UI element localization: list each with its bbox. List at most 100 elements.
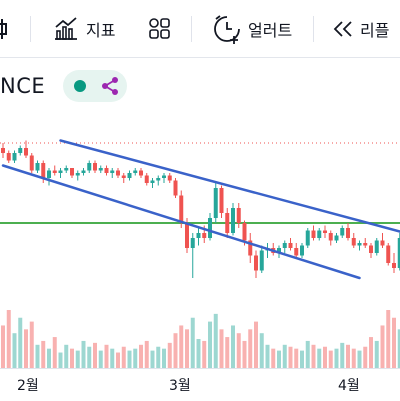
candle-body bbox=[70, 168, 74, 176]
bar-style-button[interactable] bbox=[0, 14, 12, 44]
volume-bar bbox=[306, 341, 310, 368]
volume-bar bbox=[30, 322, 34, 368]
volume-bar bbox=[277, 351, 281, 368]
candle-body bbox=[30, 156, 34, 171]
volume-bar bbox=[317, 349, 321, 368]
indicators-button[interactable]: 지표 bbox=[52, 14, 115, 44]
candle-body bbox=[53, 171, 57, 174]
volume-bar bbox=[335, 349, 339, 368]
volume-bar bbox=[76, 351, 80, 368]
volume-bar bbox=[122, 347, 126, 368]
volume-bar bbox=[162, 349, 166, 368]
volume-bar bbox=[53, 337, 57, 368]
symbol-name[interactable]: NCE bbox=[0, 74, 45, 98]
volume-bar bbox=[289, 347, 293, 368]
layout-button[interactable] bbox=[148, 14, 172, 44]
candle-body bbox=[59, 171, 63, 174]
candle-body bbox=[306, 231, 310, 246]
x-tick-label: 4월 bbox=[338, 375, 360, 395]
candle-body bbox=[392, 263, 396, 268]
candle-body bbox=[64, 168, 68, 171]
volume-bar bbox=[197, 339, 201, 368]
volume-bar bbox=[254, 322, 258, 368]
candle-body bbox=[93, 163, 97, 171]
volume-bar bbox=[283, 345, 287, 368]
candle-body bbox=[1, 148, 5, 153]
candle-body bbox=[214, 188, 218, 218]
volume-bar bbox=[191, 318, 195, 368]
candle-body bbox=[13, 153, 17, 161]
volume-bar bbox=[260, 333, 264, 368]
volume-bar bbox=[323, 347, 327, 368]
toolbar-separator bbox=[30, 16, 31, 42]
candle-body bbox=[116, 171, 120, 176]
candle-body bbox=[202, 233, 206, 238]
candle-body bbox=[18, 148, 22, 153]
candle-body bbox=[133, 171, 137, 174]
bar-style-icon bbox=[0, 15, 12, 43]
volume-bar bbox=[99, 351, 103, 368]
candle-body bbox=[168, 176, 172, 181]
volume-bar bbox=[248, 329, 252, 368]
trendline bbox=[3, 166, 360, 279]
volume-bar bbox=[231, 325, 235, 368]
replay-icon bbox=[332, 19, 354, 39]
price-chart[interactable] bbox=[0, 108, 400, 368]
time-axis: 2월 3월 4월 bbox=[0, 368, 400, 401]
candle-body bbox=[237, 208, 241, 223]
volume-bar bbox=[214, 314, 218, 368]
candle-body bbox=[156, 178, 160, 181]
candle-body bbox=[36, 163, 40, 171]
candle-body bbox=[220, 188, 224, 213]
alert-button[interactable]: 얼러트 bbox=[212, 14, 292, 44]
replay-button[interactable]: 리플 bbox=[332, 14, 389, 44]
volume-bar bbox=[174, 333, 178, 368]
candle-body bbox=[323, 231, 327, 234]
volume-bar bbox=[220, 329, 224, 368]
volume-bar bbox=[64, 345, 68, 368]
candle-body bbox=[386, 246, 390, 264]
toolbar-separator bbox=[191, 16, 192, 42]
volume-bar bbox=[7, 310, 11, 368]
volume-bar bbox=[156, 347, 160, 368]
candle-body bbox=[24, 148, 28, 156]
volume-bar bbox=[294, 349, 298, 368]
volume-bar bbox=[82, 341, 86, 368]
candle-body bbox=[300, 246, 304, 256]
candle-body bbox=[260, 251, 264, 271]
candle-body bbox=[41, 163, 45, 178]
volume-bar bbox=[271, 349, 275, 368]
candle-body bbox=[99, 168, 103, 171]
volume-bar bbox=[93, 343, 97, 368]
volume-bar bbox=[381, 325, 385, 368]
candle-body bbox=[352, 238, 356, 246]
volume-bar bbox=[151, 351, 155, 368]
volume-bar bbox=[59, 353, 63, 368]
trendline bbox=[61, 141, 400, 234]
candle-body bbox=[191, 238, 195, 248]
candle-body bbox=[7, 153, 11, 161]
volume-bar bbox=[266, 345, 270, 368]
candle-body bbox=[294, 248, 298, 256]
replay-label: 리플 bbox=[360, 17, 389, 41]
volume-bar bbox=[116, 353, 120, 368]
volume-bar bbox=[312, 345, 316, 368]
candle-body bbox=[151, 181, 155, 184]
volume-bar bbox=[386, 310, 390, 368]
status-pill[interactable] bbox=[63, 70, 127, 102]
candle-body bbox=[231, 208, 235, 233]
volume-bar bbox=[168, 343, 172, 368]
volume-bar bbox=[375, 341, 379, 368]
market-status-dot-icon bbox=[74, 80, 86, 92]
candle-body bbox=[87, 163, 91, 171]
layout-grid-icon bbox=[148, 17, 172, 41]
chart-toolbar: 지표 얼러트 리플 bbox=[0, 0, 400, 58]
volume-bar bbox=[237, 333, 241, 368]
candle-body bbox=[335, 236, 339, 241]
volume-bar bbox=[18, 318, 22, 368]
volume-bar bbox=[41, 341, 45, 368]
volume-bar bbox=[110, 349, 114, 368]
candle-body bbox=[128, 173, 132, 178]
volume-bar bbox=[105, 345, 109, 368]
indicators-label: 지표 bbox=[86, 17, 115, 41]
